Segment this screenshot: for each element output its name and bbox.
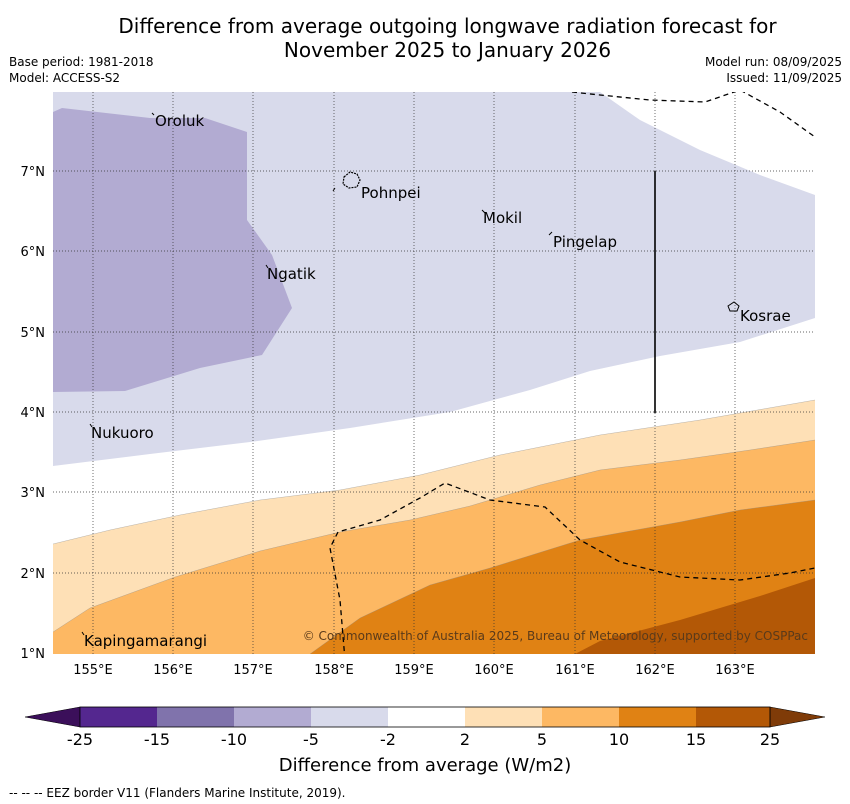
- colorbar-segment: [311, 707, 388, 727]
- model-info: Base period: 1981-2018 Model: ACCESS-S2: [9, 54, 154, 86]
- colorbar-outline: [79, 706, 771, 728]
- contour-lines: [53, 399, 815, 654]
- lat-tick: 5°N: [21, 326, 46, 341]
- colorbar-min-extend: [24, 706, 81, 728]
- colorbar-label: -2: [380, 730, 396, 749]
- place-kapingamarangi: Kapingamarangi: [84, 632, 207, 650]
- colorbar-max-extend: [769, 706, 826, 728]
- lon-tick: 161°E: [555, 663, 595, 678]
- colorbar-labels: -25 -15 -10 -5 -2 2 5 10 15 25: [67, 730, 780, 749]
- colorbar-segment: [157, 707, 234, 727]
- place-nukuoro: Nukuoro: [91, 424, 154, 442]
- colorbar-label: 25: [760, 730, 780, 749]
- colorbar-label: -15: [144, 730, 170, 749]
- lon-tick: 157°E: [233, 663, 273, 678]
- run-info: Model run: 08/09/2025 Issued: 11/09/2025: [705, 54, 842, 86]
- colorbar-segment: [465, 707, 542, 727]
- colorbar-segment: [542, 707, 619, 727]
- lon-tick: 163°E: [715, 663, 755, 678]
- gridlines: [53, 92, 815, 654]
- lat-tick: 7°N: [21, 165, 46, 180]
- lat-tick: 3°N: [21, 486, 46, 501]
- pohnpei-island: [342, 171, 361, 189]
- longitude-ticks: 155°E 156°E 157°E 158°E 159°E 160°E 161°…: [73, 663, 755, 678]
- anomaly-region-15-to-25: [575, 578, 815, 654]
- colorbar-label: 15: [686, 730, 706, 749]
- colorbar-segment: [619, 707, 696, 727]
- title-line-1: Difference from average outgoing longwav…: [118, 14, 777, 38]
- model-name: Model: ACCESS-S2: [9, 71, 121, 85]
- pohnpei-islet: [332, 187, 336, 192]
- colorbar-label: -25: [67, 730, 93, 749]
- place-pohnpei: Pohnpei: [361, 184, 421, 202]
- lon-tick: 158°E: [314, 663, 354, 678]
- place-labels: Oroluk Pohnpei Mokil Pingelap Ngatik Kos…: [84, 112, 791, 650]
- lon-tick: 159°E: [394, 663, 434, 678]
- title-line-2: November 2025 to January 2026: [283, 38, 612, 62]
- eez-footnote: -- -- -- EEZ border V11 (Flanders Marine…: [9, 786, 346, 800]
- lon-tick: 156°E: [153, 663, 193, 678]
- colorbar-segment: [234, 707, 311, 727]
- colorbar-label: -5: [303, 730, 319, 749]
- atoll-markers: [81, 112, 553, 636]
- lon-tick: 162°E: [635, 663, 675, 678]
- colorbar-segment: [696, 707, 770, 727]
- lon-tick: 160°E: [474, 663, 514, 678]
- colorbar-label: 5: [537, 730, 547, 749]
- colorbar-segment: [388, 707, 465, 727]
- place-kosrae: Kosrae: [740, 307, 791, 325]
- place-mokil: Mokil: [483, 209, 522, 227]
- kosrae-island: [727, 301, 740, 312]
- lat-tick: 6°N: [21, 245, 46, 260]
- latitude-ticks: 1°N 2°N 3°N 4°N 5°N 6°N 7°N: [21, 165, 46, 662]
- colorbar-title: Difference from average (W/m2): [278, 755, 572, 776]
- anomaly-region-minus10-to-minus5: [53, 108, 292, 392]
- anomaly-region-10-to-15: [310, 500, 815, 654]
- lat-tick: 1°N: [21, 647, 46, 662]
- map-area: Oroluk Pohnpei Mokil Pingelap Ngatik Kos…: [53, 92, 815, 654]
- colorbar-label: 10: [609, 730, 629, 749]
- place-oroluk: Oroluk: [155, 112, 204, 130]
- lon-tick: 155°E: [73, 663, 113, 678]
- issued-date: Issued: 11/09/2025: [726, 71, 842, 85]
- lat-tick: 4°N: [21, 406, 46, 421]
- model-run: Model run: 08/09/2025: [704, 55, 842, 69]
- copyright-text: © Commonwealth of Australia 2025, Bureau…: [303, 629, 808, 643]
- colorbar-segment: [80, 707, 157, 727]
- eez-border: [329, 92, 815, 654]
- place-ngatik: Ngatik: [267, 265, 316, 283]
- map-title: Difference from average outgoing longwav…: [0, 14, 850, 62]
- place-pingelap: Pingelap: [553, 233, 617, 251]
- base-period: Base period: 1981-2018: [9, 55, 154, 69]
- colorbar-label: 2: [460, 730, 470, 749]
- lat-tick: 2°N: [21, 567, 46, 582]
- colorbar-label: -10: [221, 730, 247, 749]
- colorbar: -25 -15 -10 -5 -2 2 5 10 15 25: [24, 706, 826, 749]
